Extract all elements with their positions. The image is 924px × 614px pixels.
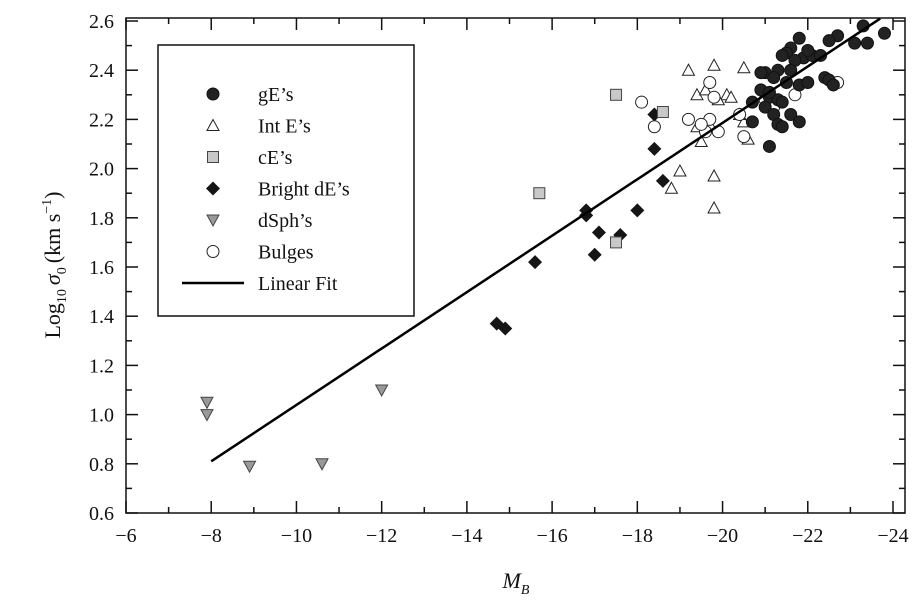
data-point-triangle-down-gray — [200, 396, 214, 410]
x-tick-label: −12 — [366, 525, 397, 547]
data-point-diamond-filled — [655, 173, 670, 188]
data-point-triangle-down-gray — [242, 460, 257, 474]
data-point-square-gray — [656, 106, 669, 119]
data-point-circle-filled — [792, 115, 806, 129]
y-tick-label: 2.2 — [89, 109, 114, 131]
y-tick-label: 2.6 — [89, 11, 114, 33]
data-point-circle-filled — [762, 139, 776, 153]
data-point-circle-filled — [822, 34, 836, 48]
data-point-circle-filled — [784, 63, 798, 77]
x-tick-label: −8 — [201, 525, 222, 547]
x-axis-label: MB — [502, 568, 530, 598]
data-point-circle-filled — [775, 95, 789, 109]
data-point-triangle-open — [664, 181, 679, 194]
linear-fit-line — [210, 17, 881, 463]
data-point-triangle-down-gray — [200, 409, 214, 422]
legend-marker — [207, 151, 219, 163]
data-point-diamond-filled — [647, 141, 662, 156]
data-marks — [200, 17, 891, 474]
data-point-circle-open — [694, 117, 708, 131]
legend-marker — [206, 87, 220, 101]
legend-marker — [206, 118, 220, 131]
data-point-diamond-filled — [587, 247, 602, 262]
x-tick-label: −10 — [281, 525, 312, 547]
data-point-circle-open — [703, 76, 717, 89]
data-point-circle-filled — [801, 76, 815, 89]
y-tick-label: 1.2 — [89, 355, 114, 377]
data-point-circle-filled — [775, 120, 789, 134]
data-point-diamond-filled — [591, 225, 606, 240]
legend-label: gE’s — [258, 84, 294, 106]
legend-label: Int E’s — [258, 116, 311, 138]
x-tick-label: −24 — [877, 525, 908, 547]
data-point-triangle-open — [724, 90, 738, 103]
legend-marker — [206, 214, 220, 228]
data-point-circle-filled — [745, 115, 759, 129]
y-tick-label: 2.4 — [89, 60, 114, 82]
y-tick-label: 2.0 — [89, 159, 114, 181]
data-point-triangle-open — [673, 164, 687, 177]
x-tick-label: −22 — [792, 525, 823, 547]
plot-frame — [125, 17, 906, 514]
y-tick-label: 0.6 — [89, 503, 114, 525]
legend-label: cE’s — [258, 147, 293, 169]
legend-marker — [206, 245, 220, 258]
y-tick-label: 1.0 — [89, 405, 114, 427]
data-point-triangle-down-gray — [315, 458, 329, 471]
data-point-circle-filled — [860, 36, 874, 50]
data-point-circle-filled — [801, 44, 815, 58]
x-tick-label: −18 — [622, 525, 653, 547]
data-point-circle-open — [681, 112, 695, 126]
data-point-square-gray — [533, 187, 546, 200]
y-tick-label: 1.8 — [89, 208, 114, 230]
legend-marker — [206, 181, 220, 196]
data-point-triangle-open — [698, 82, 713, 96]
legend-label: dSph’s — [258, 210, 313, 232]
legend-label: Linear Fit — [258, 273, 338, 295]
data-point-diamond-filled — [630, 203, 645, 218]
data-point-circle-open — [647, 120, 661, 134]
data-point-diamond-filled — [528, 255, 543, 270]
data-point-triangle-open — [707, 200, 721, 214]
data-point-triangle-open — [694, 134, 709, 148]
data-point-circle-open — [737, 130, 751, 144]
data-point-circle-filled — [767, 71, 781, 85]
data-point-triangle-open — [737, 60, 751, 74]
y-tick-label: 0.8 — [89, 454, 114, 476]
data-point-circle-filled — [754, 66, 768, 80]
x-tick-label: −6 — [115, 525, 136, 547]
data-point-triangle-open — [681, 63, 696, 76]
data-point-circle-filled — [877, 26, 891, 40]
data-point-circle-filled — [758, 100, 772, 114]
data-point-triangle-open — [707, 168, 721, 182]
data-point-circle-filled — [826, 78, 840, 92]
legend-label: Bright dE’s — [258, 179, 350, 201]
data-point-triangle-down-gray — [374, 384, 389, 398]
data-point-triangle-open — [707, 58, 721, 71]
x-tick-label: −16 — [536, 525, 567, 547]
x-tick-label: −20 — [707, 525, 738, 547]
data-point-circle-filled — [784, 107, 798, 121]
y-axis-label: Log10σ0(km s−1) — [40, 191, 70, 338]
legend: gE’s Int E’s cE’s Bright dE’s dSph’s Bulges Li… — [157, 44, 415, 317]
data-point-square-gray — [610, 88, 623, 101]
x-tick-label: −14 — [451, 525, 482, 547]
data-point-circle-open — [635, 95, 649, 109]
data-point-circle-filled — [775, 48, 789, 62]
axis-ticks: −6 −8 −10 −12 −14 −16 −18 −20 −22 −24 0.6 0.8 1.0 1.2… — [89, 11, 909, 547]
legend-label: Bulges — [258, 242, 314, 264]
data-point-circle-filled — [792, 31, 806, 45]
y-tick-label: 1.6 — [89, 257, 114, 279]
data-point-square-gray — [610, 236, 623, 249]
data-point-circle-filled — [848, 36, 862, 50]
data-point-diamond-filled — [498, 321, 513, 336]
legend-box — [157, 44, 415, 317]
y-tick-label: 1.4 — [89, 306, 114, 328]
data-point-circle-open — [707, 90, 721, 104]
